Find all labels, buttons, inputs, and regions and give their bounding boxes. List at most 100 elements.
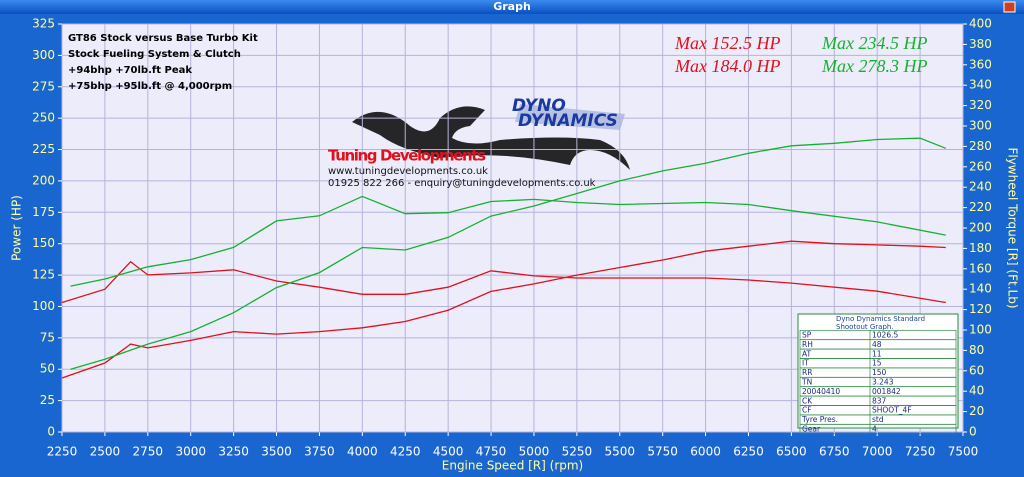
x-tick-label: 6000	[690, 445, 721, 459]
y2-tick-label: 20	[969, 404, 984, 418]
y-tick-label: 50	[40, 362, 55, 376]
info-cell: 15	[872, 359, 882, 368]
y2-tick-label: 340	[969, 78, 992, 92]
y2-tick-label: 220	[969, 200, 992, 214]
y2-tick-label: 260	[969, 159, 992, 173]
info-cell: CF	[802, 406, 812, 415]
info-cell: TN	[801, 378, 812, 387]
window-title: Graph	[493, 0, 531, 13]
x-tick-label: 6500	[776, 445, 807, 459]
max-label: Max 152.5 HP	[674, 33, 780, 53]
x-tick-label: 7000	[862, 445, 893, 459]
info-cell: SHOOT_4F	[872, 406, 912, 415]
y2-tick-label: 180	[969, 241, 992, 255]
x-tick-label: 6250	[733, 445, 764, 459]
info-cell: 1026.5	[872, 331, 898, 340]
x-tick-label: 4250	[390, 445, 421, 459]
y2-tick-label: 0	[969, 425, 977, 439]
title-bar	[0, 0, 1024, 14]
x-tick-label: 3500	[261, 445, 292, 459]
info-cell: Gear	[802, 425, 821, 434]
info-cell: AT	[802, 349, 812, 358]
y-tick-label: 150	[32, 236, 55, 250]
info-cell: 150	[872, 368, 887, 377]
x-tick-label: 5500	[604, 445, 635, 459]
y2-tick-label: 120	[969, 302, 992, 316]
info-row	[799, 423, 957, 435]
info-cell: IT	[802, 359, 809, 368]
y-tick-label: 175	[32, 205, 55, 219]
info-cell: 11	[872, 349, 882, 358]
x-axis-title: Engine Speed [R] (rpm)	[442, 459, 584, 473]
y-tick-label: 0	[47, 425, 55, 439]
info-cell: 4	[872, 425, 877, 434]
y-tick-label: 250	[32, 111, 55, 125]
y2-tick-label: 320	[969, 98, 992, 112]
x-tick-label: 2500	[90, 445, 121, 459]
info-cell: 001842	[872, 387, 901, 396]
logo-web: www.tuningdevelopments.co.uk	[328, 166, 488, 177]
note: GT86 Stock versus Base Turbo Kit	[68, 33, 258, 44]
y-tick-label: 325	[32, 17, 55, 31]
logo-brand: DYNAMICS	[518, 111, 618, 131]
logo-car	[352, 106, 630, 170]
info-cell: Tyre Pres.	[801, 415, 838, 424]
series-line	[70, 195, 946, 287]
series-line	[61, 240, 946, 379]
y2-tick-label: 80	[969, 343, 984, 357]
y2-axis-title: Flywheel Torque [R] (Ft.Lb)	[1006, 147, 1020, 308]
info-cell: 3.243	[872, 378, 894, 387]
y2-tick-label: 140	[969, 282, 992, 296]
info-cell: RH	[802, 340, 813, 349]
x-tick-label: 7500	[948, 445, 979, 459]
y2-tick-label: 400	[969, 17, 992, 31]
y-axis-title: Power (HP)	[10, 195, 24, 261]
max-label: Max 278.3 HP	[821, 56, 927, 76]
y2-tick-label: 100	[969, 323, 992, 337]
y-tick-label: 225	[32, 142, 55, 156]
x-tick-label: 7250	[905, 445, 936, 459]
y-tick-label: 200	[32, 173, 55, 187]
y-tick-label: 275	[32, 79, 55, 93]
info-cell: std	[872, 415, 884, 424]
x-tick-label: 3750	[304, 445, 335, 459]
logo-contact: 01925 822 266 - enquiry@tuningdevelopmen…	[328, 178, 596, 189]
info-cell: SP	[802, 331, 812, 340]
info-cell: CK	[802, 396, 813, 405]
y2-tick-label: 380	[969, 37, 992, 51]
info-table	[797, 313, 959, 429]
y2-tick-label: 240	[969, 180, 992, 194]
x-tick-label: 2250	[47, 445, 78, 459]
y2-tick-label: 60	[969, 363, 984, 377]
info-title: Dyno Dynamics Standard	[836, 315, 925, 323]
series-line	[70, 137, 947, 370]
y2-tick-label: 300	[969, 119, 992, 133]
x-tick-label: 3250	[218, 445, 249, 459]
logo-brand: DYNO	[512, 96, 566, 116]
logo-name: Tuning Developments	[328, 147, 486, 165]
info-cell: RR	[802, 368, 812, 377]
close-button[interactable]	[1003, 1, 1016, 13]
x-tick-label: 3000	[175, 445, 206, 459]
y-tick-label: 75	[40, 330, 55, 344]
x-tick-label: 4500	[433, 445, 464, 459]
y2-tick-label: 200	[969, 221, 992, 235]
x-tick-label: 5750	[647, 445, 678, 459]
note: Stock Fueling System & Clutch	[68, 49, 241, 60]
info-cell: 837	[872, 396, 887, 405]
x-tick-label: 2750	[133, 445, 164, 459]
note: +75bhp +95lb.ft @ 4,000rpm	[68, 81, 232, 92]
x-tick-label: 4000	[347, 445, 378, 459]
info-cell: 20040410	[802, 387, 840, 396]
x-tick-label: 5000	[519, 445, 550, 459]
x-tick-label: 4750	[476, 445, 507, 459]
y-tick-label: 25	[40, 393, 55, 407]
info-cell: 48	[872, 340, 882, 349]
y-tick-label: 100	[32, 299, 55, 313]
info-title: Shootout Graph.	[836, 323, 894, 331]
y2-tick-label: 280	[969, 139, 992, 153]
x-tick-label: 6750	[819, 445, 850, 459]
max-label: Max 234.5 HP	[821, 33, 927, 53]
y-tick-label: 300	[32, 48, 55, 62]
